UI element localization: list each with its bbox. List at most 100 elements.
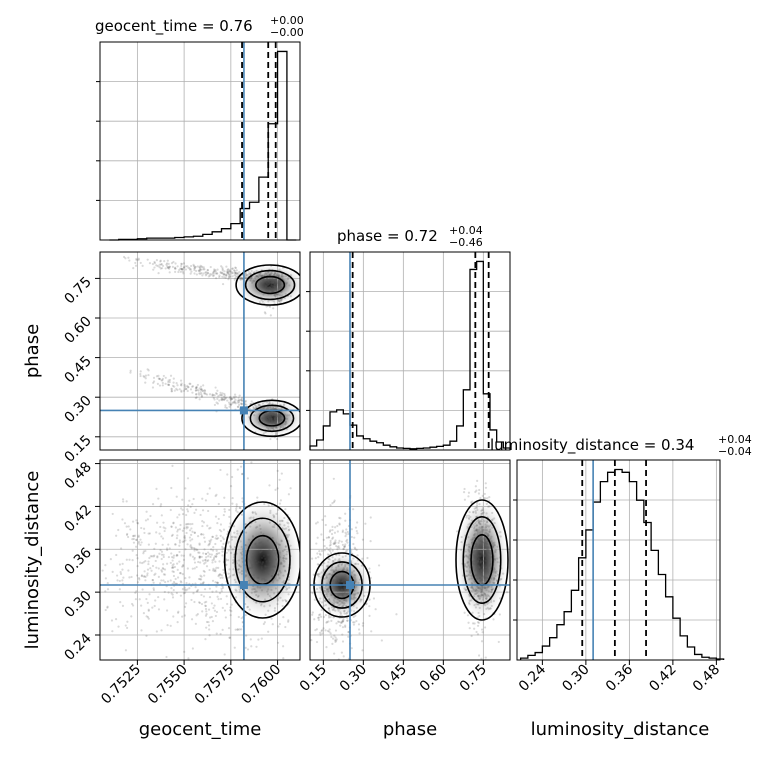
scatter-point	[198, 398, 201, 401]
scatter-point	[129, 528, 132, 531]
scatter-point	[335, 587, 338, 590]
scatter-point	[257, 576, 260, 580]
scatter-point	[140, 604, 143, 607]
scatter-point	[337, 579, 340, 583]
scatter-point	[194, 586, 197, 589]
ytick-label: 0.30	[61, 588, 94, 621]
scatter-point	[204, 561, 207, 564]
scatter-point	[180, 384, 183, 387]
scatter-point	[334, 639, 337, 642]
scatter-point	[259, 283, 263, 286]
scatter-point	[493, 544, 496, 547]
scatter-point	[265, 426, 269, 429]
scatter-point	[267, 609, 270, 612]
scatter-point	[347, 635, 350, 638]
scatter-point	[316, 572, 319, 576]
scatter-point	[155, 487, 158, 491]
scatter-point	[270, 281, 273, 284]
scatter-point	[337, 559, 340, 562]
scatter-point	[334, 526, 337, 529]
scatter-point	[339, 621, 343, 624]
scatter-point	[271, 419, 274, 422]
scatter-point	[260, 540, 263, 543]
scatter-point	[265, 419, 269, 422]
scatter-point	[207, 624, 211, 627]
scatter-point	[224, 404, 227, 407]
scatter-point	[248, 517, 251, 520]
scatter-point	[280, 286, 283, 289]
chart-text: geocent_time = 0.76 +0.00 −0.00 phase = …	[22, 14, 752, 740]
scatter-point	[277, 415, 281, 419]
scatter-point	[183, 614, 186, 617]
scatter-point	[270, 284, 273, 287]
scatter-point	[214, 277, 218, 280]
scatter-point	[238, 590, 241, 593]
scatter-point	[221, 586, 225, 589]
scatter-point	[250, 561, 253, 564]
scatter-point	[203, 540, 207, 543]
scatter-point	[331, 579, 335, 582]
scatter-point	[231, 574, 234, 577]
scatter-point	[479, 549, 483, 552]
scatter-point	[271, 414, 274, 417]
scatter-point	[341, 590, 344, 593]
scatter-point	[475, 542, 479, 546]
scatter-point	[269, 314, 272, 317]
scatter-point	[279, 282, 283, 285]
scatter-point	[277, 412, 280, 415]
scatter-point	[266, 272, 270, 275]
scatter-point	[278, 577, 281, 580]
scatter-point	[170, 390, 174, 393]
scatter-point	[273, 283, 276, 286]
grid-lines	[100, 42, 720, 660]
scatter-point	[111, 630, 114, 633]
scatter-point	[479, 522, 482, 525]
scatter-point	[192, 592, 195, 595]
scatter-point	[166, 580, 170, 583]
scatter-point	[478, 577, 481, 580]
scatter-point	[287, 619, 290, 622]
scatter-point	[272, 412, 275, 416]
scatter-point	[278, 414, 281, 417]
scatter-point	[482, 575, 485, 578]
scatter-point	[254, 588, 257, 591]
scatter-point	[191, 530, 194, 533]
scatter-point	[487, 551, 491, 554]
scatter-point	[322, 615, 326, 619]
scatter-point	[131, 604, 135, 607]
xtick-label: 0.7525	[98, 662, 144, 708]
scatter-point	[266, 539, 269, 542]
scatter-point	[152, 588, 156, 592]
scatter-point	[160, 557, 163, 561]
scatter-point	[334, 568, 338, 571]
scatter-point	[488, 530, 491, 534]
scatter-point	[332, 500, 336, 504]
scatter-point	[124, 649, 128, 652]
scatter-point	[357, 628, 361, 631]
scatter-point	[267, 280, 270, 283]
scatter-point	[248, 670, 250, 672]
scatter-point	[264, 412, 267, 415]
scatter-point	[227, 627, 231, 630]
scatter-point	[264, 285, 267, 288]
scatter-point	[476, 508, 479, 512]
scatter-point	[477, 518, 480, 522]
scatter-point	[467, 523, 470, 526]
scatter-point	[482, 592, 486, 595]
scatter-point	[330, 619, 333, 622]
scatter-point	[281, 519, 284, 522]
scatter-point	[183, 586, 186, 589]
scatter-point	[225, 273, 228, 276]
scatter-point	[496, 557, 499, 560]
scatter-point	[183, 591, 187, 594]
scatter-point	[268, 413, 271, 416]
scatter-point	[269, 414, 272, 418]
scatter-point	[272, 293, 276, 297]
scatter-point	[255, 590, 258, 593]
scatter-point	[250, 591, 253, 594]
scatter-point	[261, 561, 265, 564]
scatter-point	[133, 534, 137, 537]
scatter-point	[160, 570, 164, 573]
scatter-point	[268, 415, 271, 418]
scatter-point	[146, 258, 149, 261]
